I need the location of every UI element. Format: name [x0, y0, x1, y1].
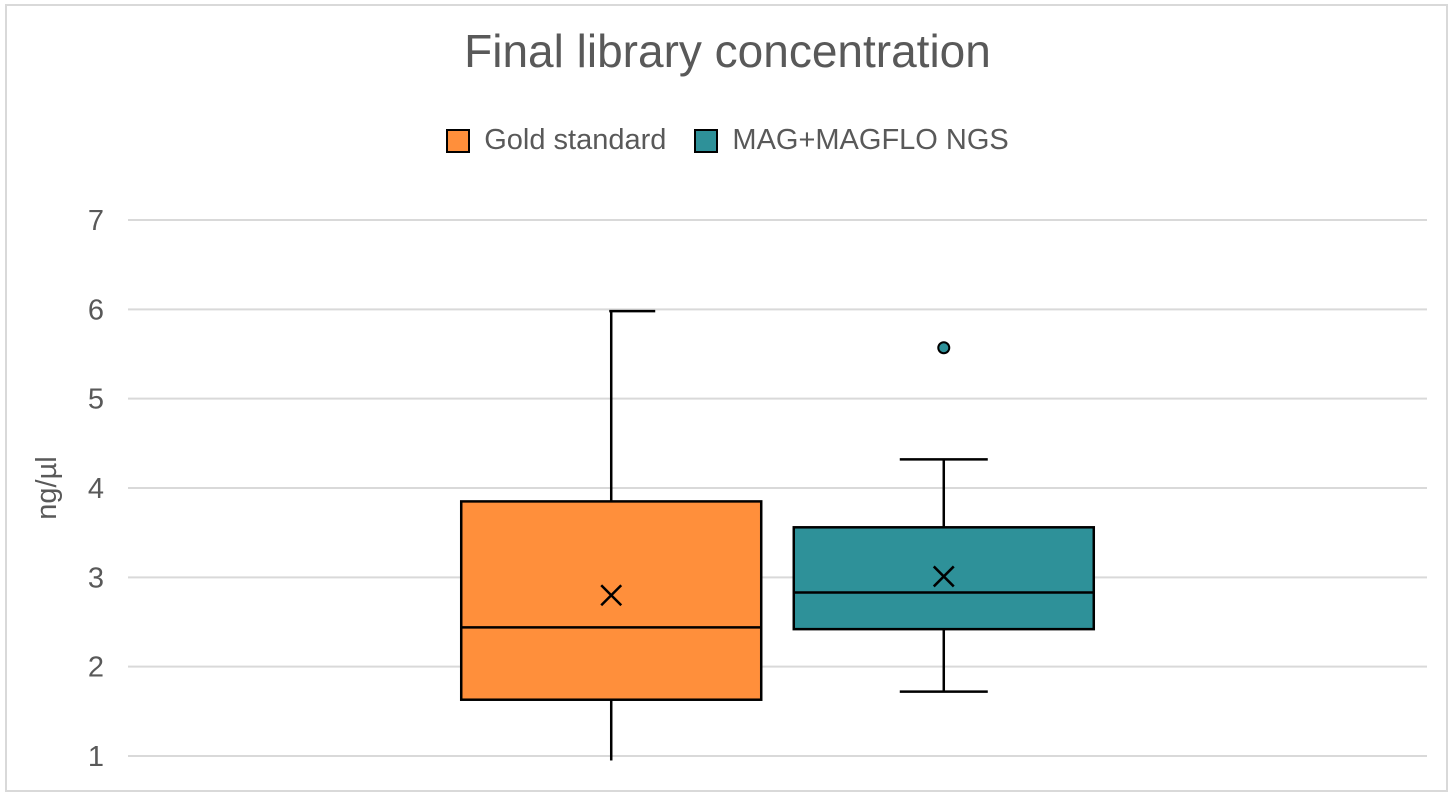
y-tick-label-1: 1 — [88, 741, 104, 773]
y-axis-ticks: 1 2 3 4 5 6 7 — [88, 205, 104, 773]
y-tick-label-2: 2 — [88, 652, 104, 684]
iqr-box-gold-standard — [459, 500, 763, 701]
y-tick-label-4: 4 — [88, 473, 104, 505]
box-mag-magflo-ngs — [792, 341, 1096, 693]
legend-item-gold-standard[interactable]: Gold standard — [446, 124, 666, 157]
iqr-box-mag-magflo-ngs — [792, 526, 1096, 631]
y-tick-label-6: 6 — [88, 294, 104, 326]
outlier-point-mag-magflo-ngs-0 — [937, 341, 951, 355]
legend-label-mag-magflo-ngs: MAG+MAGFLO NGS — [732, 124, 1009, 156]
mean-marker-stroke-b — [600, 584, 623, 607]
mean-marker-mag-magflo-ngs — [932, 565, 955, 588]
legend: Gold standard MAG+MAGFLO NGS — [0, 124, 1455, 157]
mean-marker-stroke-b — [932, 565, 955, 588]
legend-swatch-gold-standard — [446, 128, 471, 153]
box-gold-standard — [459, 309, 763, 761]
gridlines — [128, 219, 1427, 757]
y-tick-label-7: 7 — [88, 205, 104, 237]
legend-label-gold-standard: Gold standard — [484, 124, 667, 156]
legend-swatch-mag-magflo-ngs — [694, 128, 719, 153]
chart-title: Final library concentration — [464, 25, 991, 77]
y-tick-label-3: 3 — [88, 562, 104, 594]
mean-marker-gold-standard — [600, 584, 623, 607]
y-axis-title: ng/µl — [31, 456, 63, 519]
y-tick-label-5: 5 — [88, 384, 104, 416]
legend-item-mag-magflo-ngs[interactable]: MAG+MAGFLO NGS — [694, 124, 1009, 157]
boxes — [459, 309, 1096, 761]
